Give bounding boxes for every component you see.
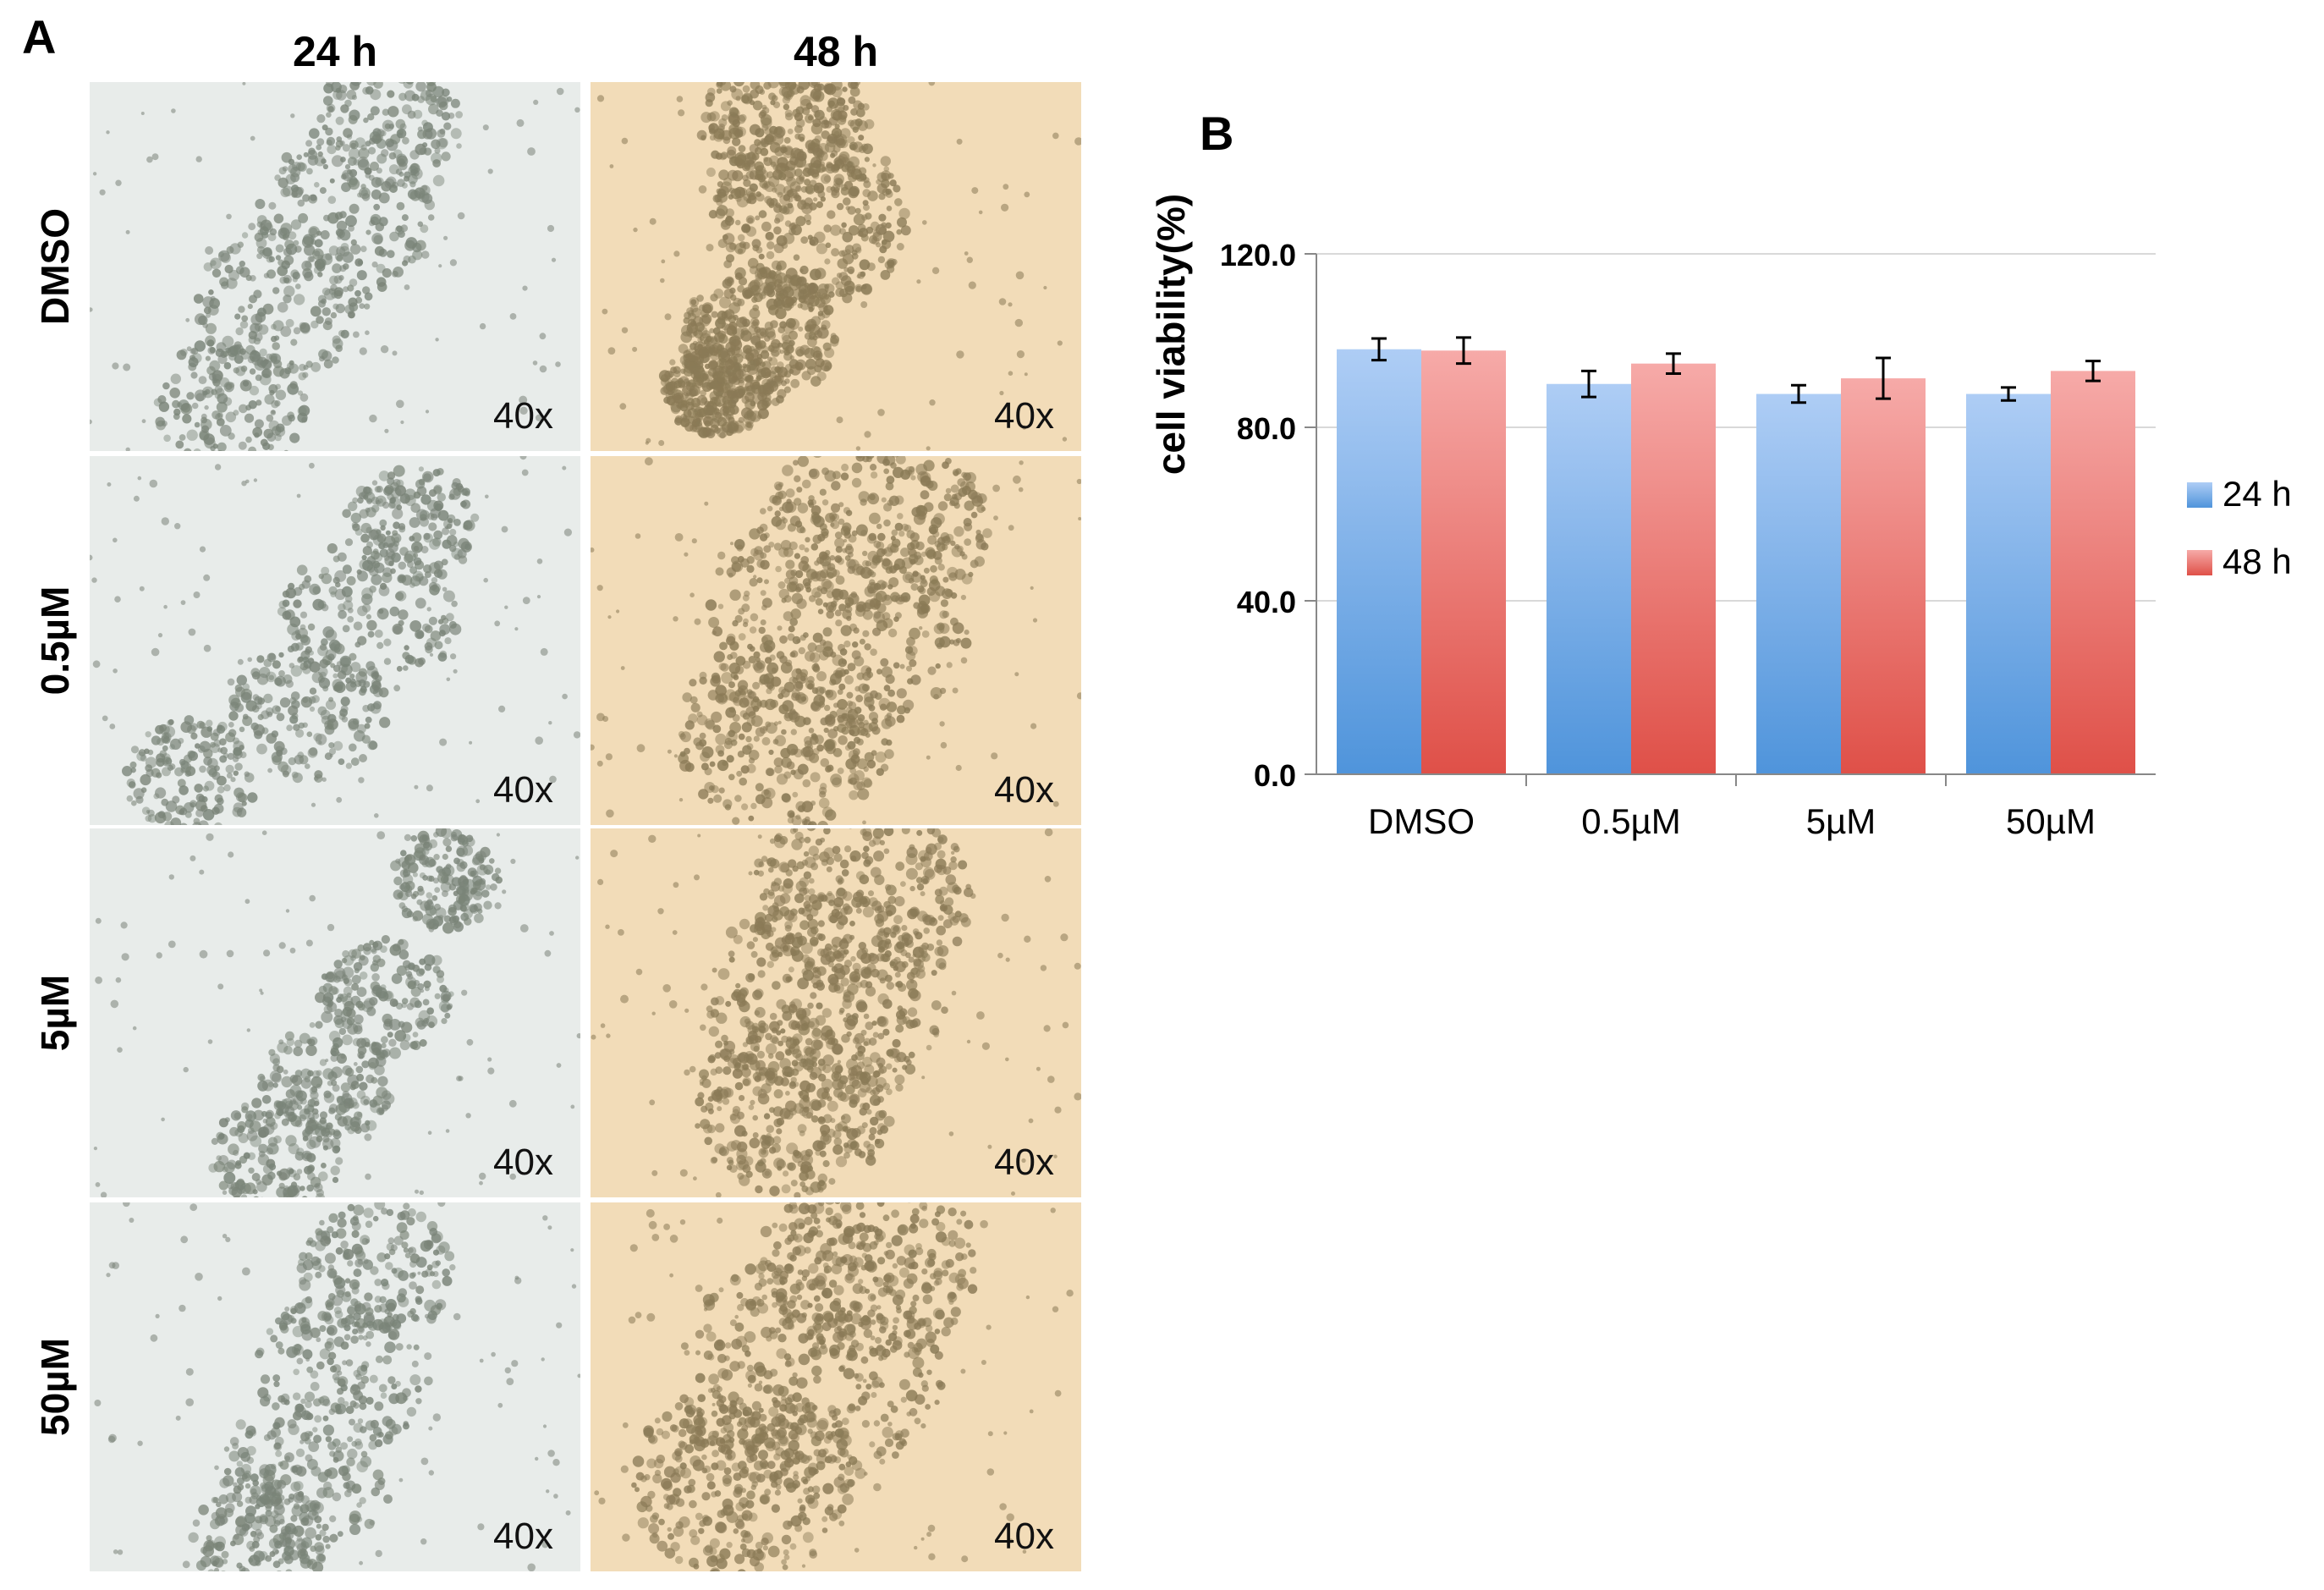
bar-48h [1841,378,1926,774]
error-bars [1371,336,2101,404]
column-header-48h: 48 h [793,28,879,75]
bar-chart: 0.0 40.0 80.0 120.0 DMSO 0.5µM 5µM 50µM cell v… [1149,194,2292,841]
error-bar [2085,360,2101,382]
micrograph-24h-row-3: 40x [90,828,580,1197]
bar-24h [1337,349,1421,774]
row-label-5um: 5µM [33,974,77,1052]
x-tick-label: 50µM [2006,801,2096,841]
column-header-24h: 24 h [292,28,378,75]
error-bar [1581,369,1596,399]
bar-24h [1547,383,1631,774]
legend-label-24h: 24 h [2222,474,2292,514]
legend-swatch-48h [2187,550,2212,575]
magnification-label: 40x [493,769,553,811]
error-bar [1456,336,1471,366]
y-tick-label: 80.0 [1237,411,1296,446]
x-tick-labels: DMSO 0.5µM 5µM 50µM [1368,801,2096,841]
error-bar [1666,352,1681,375]
error-bar [2001,386,2016,402]
row-label-0-5um: 0.5µM [33,586,77,696]
magnification-label: 40x [493,395,553,437]
row-label-dmso: DMSO [33,208,77,325]
micrograph-48h-row-3: 40x [591,828,1081,1197]
y-axis-label: cell viability(%) [1149,194,1193,475]
micrograph-24h-row-4: 40x [90,1202,580,1571]
panel-a-letter: A [22,10,57,63]
micrograph-48h-row-4: 40x [591,1202,1081,1571]
bar-48h [1421,350,1506,774]
error-bar [1791,383,1806,404]
y-tick-label: 40.0 [1237,585,1296,619]
panel-b-letter: B [1200,107,1234,160]
x-tick-label: 5µM [1806,801,1876,841]
bar-48h [2051,371,2135,774]
micrograph-24h-row-2: 40x [90,456,580,825]
micrograph-48h-row-1: 40x [591,82,1081,451]
error-bar [1876,356,1891,400]
y-tick-label: 0.0 [1254,758,1296,793]
magnification-label: 40x [994,769,1054,811]
micrograph-24h-row-1: 40x [90,82,580,451]
axes [1316,254,2156,786]
error-bar [1371,337,1387,362]
y-tick-label: 120.0 [1220,238,1296,272]
legend: 24 h 48 h [2187,474,2292,581]
micrograph-48h-row-2: 40x [591,456,1081,825]
magnification-label: 40x [994,395,1054,437]
legend-label-48h: 48 h [2222,542,2292,581]
magnification-label: 40x [493,1142,553,1183]
magnification-label: 40x [493,1516,553,1557]
bar-24h [1756,393,1841,774]
y-tick-labels: 0.0 40.0 80.0 120.0 [1220,238,1296,793]
magnification-label: 40x [994,1516,1054,1557]
x-tick-label: 0.5µM [1581,801,1681,841]
legend-swatch-24h [2187,482,2212,508]
row-label-50um: 50µM [33,1338,77,1436]
bar-24h [1966,393,2051,774]
bars [1337,349,2135,774]
bar-48h [1631,363,1716,774]
x-tick-label: DMSO [1368,801,1475,841]
magnification-label: 40x [994,1142,1054,1183]
